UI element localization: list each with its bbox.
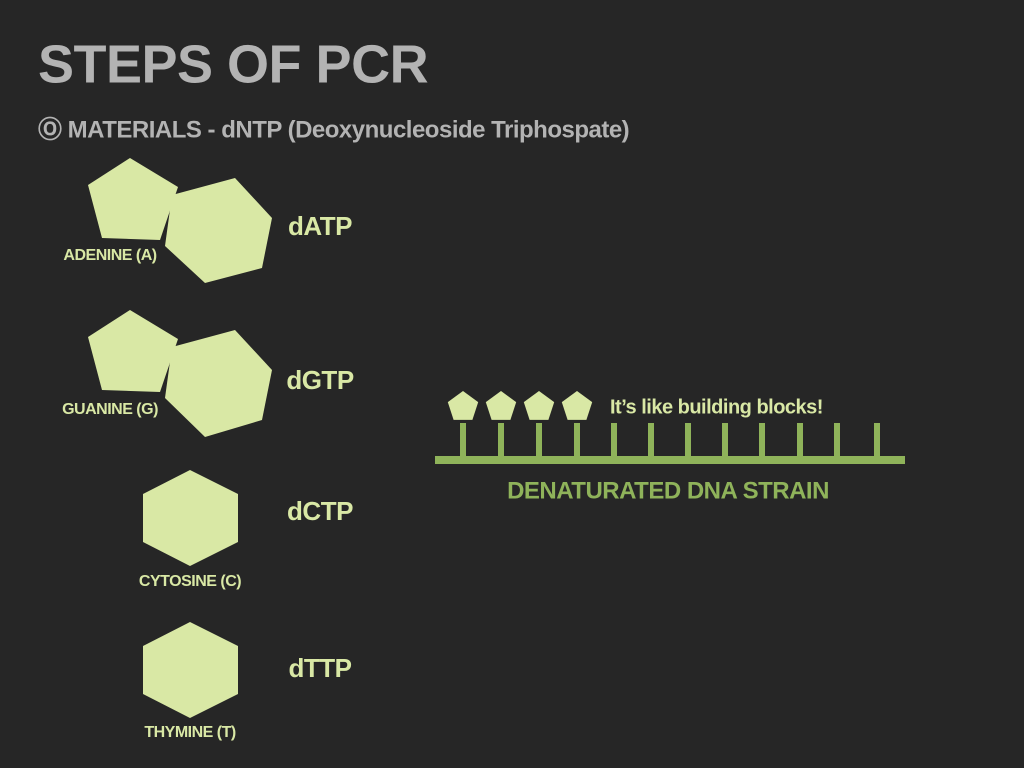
block [485, 391, 517, 420]
hexagon [143, 470, 238, 566]
base-label: CYTOSINE (C) [139, 573, 241, 590]
base-label: ADENINE (A) [63, 247, 156, 264]
tooth [834, 423, 840, 459]
subtitle: Ⓞ MATERIALS - dNTP (Deoxynucleoside Trip… [38, 115, 629, 143]
strand-label: DENATURATED DNA STRAIN [507, 477, 829, 504]
dntp-name: dTTP [289, 653, 352, 683]
base-label: THYMINE (T) [144, 724, 236, 741]
tooth [685, 423, 691, 459]
tooth [574, 423, 580, 459]
tooth [536, 423, 542, 459]
backbone [435, 456, 905, 464]
block [523, 391, 555, 420]
tooth [611, 423, 617, 459]
title: STEPS OF PCR [38, 34, 428, 94]
tooth [498, 423, 504, 459]
tooth [460, 423, 466, 459]
dntp-name: dCTP [287, 496, 353, 526]
dntp-name: dGTP [286, 365, 353, 395]
tooth [874, 423, 880, 459]
dna-strand [435, 391, 905, 464]
block [561, 391, 593, 420]
tooth [722, 423, 728, 459]
hexagon [165, 330, 272, 437]
dntp-name: dATP [288, 211, 352, 241]
hexagon [165, 178, 272, 283]
hexagon [143, 622, 238, 718]
pentagon [88, 310, 178, 392]
pentagon [88, 158, 178, 240]
note: It’s like building blocks! [610, 396, 823, 418]
base-label: GUANINE (G) [62, 401, 158, 418]
block [447, 391, 479, 420]
tooth [648, 423, 654, 459]
tooth [759, 423, 765, 459]
tooth [797, 423, 803, 459]
